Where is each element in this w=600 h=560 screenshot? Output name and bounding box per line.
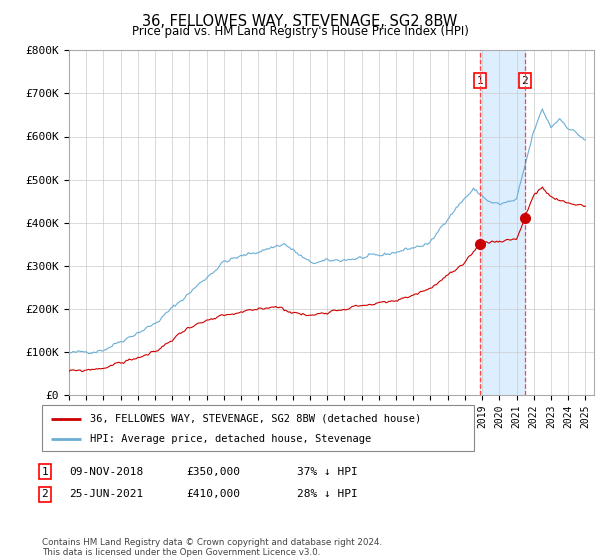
Text: 36, FELLOWES WAY, STEVENAGE, SG2 8BW (detached house): 36, FELLOWES WAY, STEVENAGE, SG2 8BW (de…: [89, 414, 421, 424]
Bar: [480, 50, 525, 395]
Text: 1: 1: [476, 76, 483, 86]
Text: 37% ↓ HPI: 37% ↓ HPI: [297, 466, 358, 477]
Text: 2: 2: [41, 489, 49, 500]
Text: HPI: Average price, detached house, Stevenage: HPI: Average price, detached house, Stev…: [89, 434, 371, 444]
Text: Contains HM Land Registry data © Crown copyright and database right 2024.
This d: Contains HM Land Registry data © Crown c…: [42, 538, 382, 557]
Text: 25-JUN-2021: 25-JUN-2021: [69, 489, 143, 500]
Text: 28% ↓ HPI: 28% ↓ HPI: [297, 489, 358, 500]
Text: Price paid vs. HM Land Registry's House Price Index (HPI): Price paid vs. HM Land Registry's House …: [131, 25, 469, 39]
Text: 09-NOV-2018: 09-NOV-2018: [69, 466, 143, 477]
Text: 36, FELLOWES WAY, STEVENAGE, SG2 8BW: 36, FELLOWES WAY, STEVENAGE, SG2 8BW: [142, 14, 458, 29]
Text: £350,000: £350,000: [186, 466, 240, 477]
Text: £410,000: £410,000: [186, 489, 240, 500]
Text: 2: 2: [521, 76, 528, 86]
Text: 1: 1: [41, 466, 49, 477]
